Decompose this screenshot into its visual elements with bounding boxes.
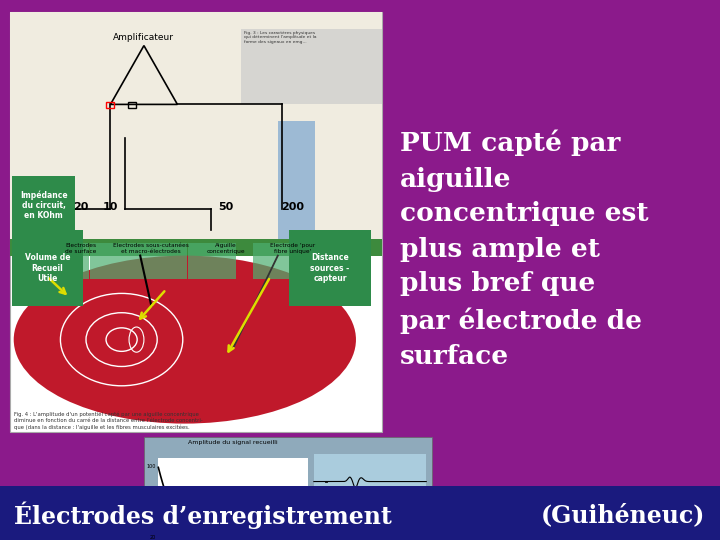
Text: Impédance
du circuit,
en KOhm: Impédance du circuit, en KOhm: [20, 190, 68, 220]
Bar: [107, 103, 114, 109]
Text: Aiguille
concentrique: Aiguille concentrique: [207, 243, 245, 254]
Text: 50: 50: [218, 202, 233, 212]
Text: Amplitude du signal recueilli: Amplitude du signal recueilli: [189, 440, 278, 445]
Bar: [278, 121, 315, 239]
Text: Électrodes d’enregistrement: Électrodes d’enregistrement: [14, 502, 392, 529]
Text: Fig. 3 : Les caractères physiques
qui déterminent l'amplitude et la
forme des si: Fig. 3 : Les caractères physiques qui dé…: [243, 31, 316, 44]
Bar: [10, 239, 382, 255]
Text: Electrode 'pour
fibre unique': Electrode 'pour fibre unique': [270, 243, 315, 254]
Text: 20: 20: [73, 202, 89, 212]
Bar: [10, 12, 382, 239]
Text: Electrodes
de surface: Electrodes de surface: [65, 243, 96, 254]
Bar: [144, 437, 432, 540]
Bar: [289, 246, 299, 252]
Bar: [90, 243, 187, 279]
Text: Volume de
Recueil
Utile: Volume de Recueil Utile: [24, 253, 70, 283]
Bar: [314, 454, 426, 540]
Bar: [55, 246, 67, 252]
Bar: [158, 458, 308, 540]
Bar: [188, 243, 236, 279]
Text: (Guihéneuc): (Guihéneuc): [541, 504, 706, 528]
Text: Electrodes sous-cutanées
et macro-électrodes: Electrodes sous-cutanées et macro-électr…: [114, 243, 189, 254]
Text: 200: 200: [282, 202, 305, 212]
Bar: [12, 231, 83, 306]
Bar: [289, 231, 371, 306]
Bar: [128, 103, 137, 109]
Text: 20: 20: [150, 535, 156, 540]
Bar: [10, 12, 382, 432]
Text: Amplificateur: Amplificateur: [114, 32, 174, 42]
Text: 100: 100: [147, 464, 156, 469]
Text: 10: 10: [103, 202, 118, 212]
Text: Fig. 4 : L'amplitude d'un potentiel capté par une aiguille concentrique
diminue : Fig. 4 : L'amplitude d'un potentiel capt…: [14, 411, 203, 430]
Bar: [44, 243, 89, 279]
Text: PUM capté par
aiguille
concentrique est
plus ample et
plus bref que
par électrod: PUM capté par aiguille concentrique est …: [400, 130, 649, 369]
Ellipse shape: [14, 255, 356, 423]
Bar: [240, 29, 382, 104]
Bar: [253, 243, 305, 279]
Bar: [12, 176, 76, 234]
Text: Distance
sources -
capteur: Distance sources - capteur: [310, 253, 349, 283]
